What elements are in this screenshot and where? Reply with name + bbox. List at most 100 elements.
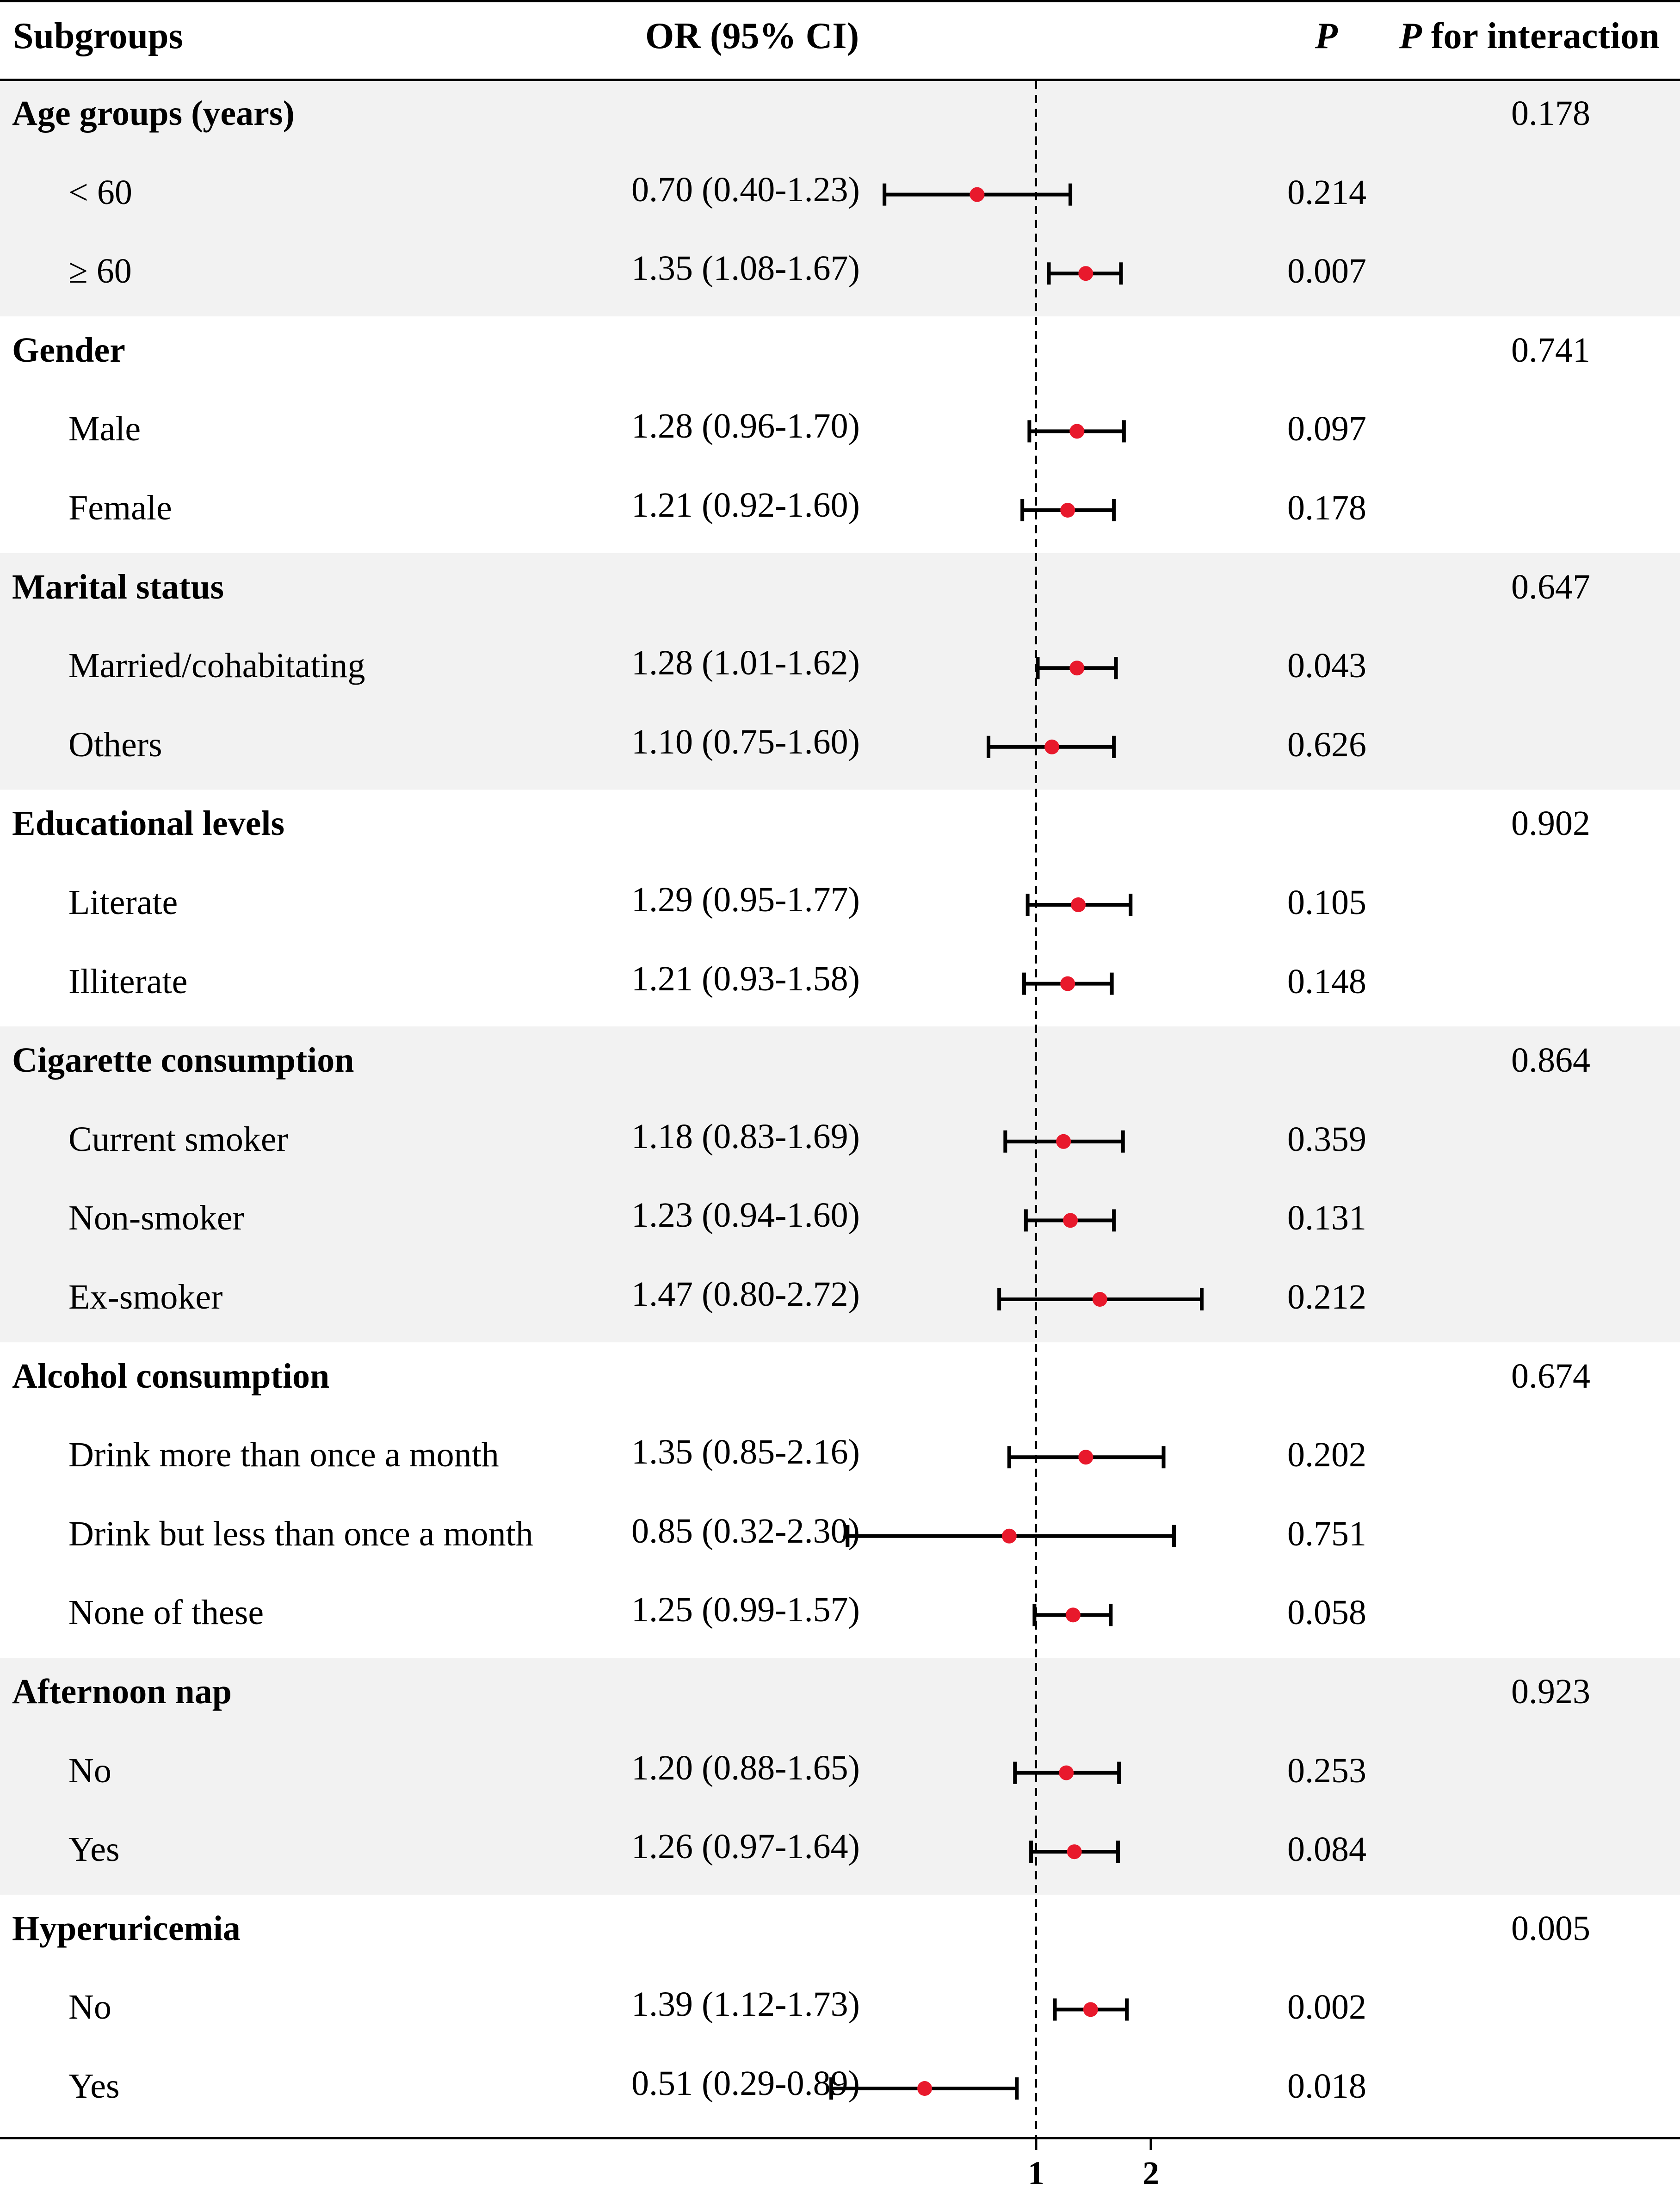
- or-ci-value: 1.35 (0.85-2.16): [631, 1433, 860, 1472]
- subgroup-label: Current smoker: [68, 1119, 288, 1159]
- header-p-interaction: P for interaction: [1399, 13, 1660, 59]
- or-point: [1067, 1844, 1082, 1860]
- p-value: 0.148: [1287, 962, 1366, 1001]
- subgroup-label: Yes: [68, 1830, 120, 1869]
- p-interaction-value: 0.674: [1511, 1356, 1590, 1396]
- subgroup-label: Ex-smoker: [68, 1278, 223, 1316]
- or-ci-value: 1.47 (0.80-2.72): [631, 1275, 860, 1314]
- p-interaction-value: 0.178: [1511, 94, 1590, 133]
- or-point: [1069, 661, 1085, 676]
- or-point: [1083, 2002, 1098, 2017]
- group-label: Alcohol consumption: [12, 1356, 330, 1396]
- subgroup-label: Literate: [68, 883, 178, 922]
- or-ci-value: 0.85 (0.32-2.30): [631, 1511, 860, 1551]
- group-label: Educational levels: [12, 804, 285, 843]
- or-point: [1092, 1292, 1107, 1307]
- or-point: [1044, 739, 1060, 754]
- p-interaction-value: 0.923: [1511, 1672, 1590, 1711]
- or-ci-value: 1.21 (0.92-1.60): [631, 486, 860, 525]
- subgroup-label: Female: [68, 488, 172, 527]
- header-p-interaction-text: for interaction: [1421, 16, 1660, 56]
- subgroup-label: No: [68, 1988, 111, 2027]
- p-value: 0.214: [1287, 173, 1366, 212]
- group-label: Afternoon nap: [12, 1672, 232, 1711]
- header-rule: [0, 79, 1680, 81]
- x-tick-label: 2: [1143, 2155, 1159, 2187]
- or-ci-value: 1.23 (0.94-1.60): [631, 1196, 860, 1235]
- p-value: 0.058: [1287, 1593, 1366, 1632]
- group-label: Hyperuricemia: [12, 1909, 241, 1948]
- x-tick-label: 1: [1028, 2155, 1044, 2187]
- header-subgroups: Subgroups: [13, 16, 183, 56]
- p-value: 0.212: [1287, 1278, 1366, 1316]
- p-value: 0.097: [1287, 409, 1366, 449]
- p-value: 0.043: [1287, 646, 1366, 686]
- or-point: [1078, 1450, 1093, 1465]
- or-ci-value: 0.51 (0.29-0.89): [631, 2064, 860, 2103]
- or-point: [1069, 424, 1085, 439]
- p-value: 0.018: [1287, 2067, 1366, 2106]
- group-label: Cigarette consumption: [12, 1041, 354, 1080]
- header-or-ci: OR (95% CI): [645, 16, 859, 56]
- p-value: 0.202: [1287, 1435, 1366, 1475]
- p-value: 0.359: [1287, 1119, 1366, 1159]
- subgroup-label: None of these: [68, 1593, 264, 1632]
- p-interaction-value: 0.647: [1511, 567, 1590, 606]
- p-value: 0.131: [1287, 1199, 1366, 1238]
- subgroup-label: Male: [68, 409, 141, 449]
- subgroup-label: Illiterate: [68, 962, 188, 1001]
- p-interaction-value: 0.902: [1511, 804, 1590, 843]
- subgroup-label: ≥ 60: [68, 252, 132, 291]
- p-value: 0.105: [1287, 883, 1366, 922]
- or-ci-value: 1.26 (0.97-1.64): [631, 1827, 860, 1866]
- or-point: [1060, 503, 1075, 518]
- or-point: [1001, 1528, 1017, 1544]
- bottom-rule: [0, 2137, 1680, 2139]
- p-value: 0.626: [1287, 725, 1366, 764]
- or-point: [1059, 1765, 1074, 1780]
- or-ci-value: 1.18 (0.83-1.69): [631, 1117, 860, 1156]
- subgroup-label: Married/cohabitating: [68, 646, 365, 686]
- group-label: Age groups (years): [12, 94, 295, 133]
- p-interaction-value: 0.864: [1511, 1041, 1590, 1080]
- p-interaction-value: 0.741: [1511, 330, 1590, 370]
- p-value: 0.007: [1287, 252, 1366, 291]
- or-point: [917, 2081, 933, 2096]
- or-ci-value: 1.10 (0.75-1.60): [631, 722, 860, 761]
- or-point: [970, 187, 985, 202]
- or-ci-value: 1.29 (0.95-1.77): [631, 880, 860, 919]
- shaded-band: [0, 553, 1680, 790]
- or-point: [1063, 1213, 1078, 1228]
- subgroup-label: Others: [68, 725, 162, 764]
- or-ci-value: 1.28 (1.01-1.62): [631, 643, 860, 683]
- group-label: Marital status: [12, 567, 224, 606]
- or-ci-value: 0.70 (0.40-1.23): [631, 170, 860, 209]
- subgroup-label: Drink more than once a month: [68, 1435, 499, 1475]
- p-value: 0.253: [1287, 1751, 1366, 1790]
- or-ci-value: 1.21 (0.93-1.58): [631, 959, 860, 998]
- p-value: 0.002: [1287, 1988, 1366, 2027]
- group-label: Gender: [12, 330, 125, 370]
- or-ci-value: 1.20 (0.88-1.65): [631, 1748, 860, 1787]
- subgroup-label: Drink but less than once a month: [68, 1514, 533, 1553]
- p-value: 0.084: [1287, 1830, 1366, 1869]
- or-point: [1056, 1134, 1071, 1149]
- or-point: [1060, 976, 1075, 991]
- p-value: 0.751: [1287, 1514, 1366, 1553]
- or-ci-value: 1.28 (0.96-1.70): [631, 407, 860, 446]
- or-ci-value: 1.35 (1.08-1.67): [631, 249, 860, 288]
- shaded-band: [0, 1658, 1680, 1895]
- or-point: [1071, 897, 1086, 912]
- top-rule: [0, 0, 1680, 2]
- or-ci-value: 1.25 (0.99-1.57): [631, 1590, 860, 1630]
- shaded-band: [0, 80, 1680, 316]
- subgroup-label: Non-smoker: [68, 1199, 244, 1238]
- subgroup-label: < 60: [68, 173, 132, 212]
- header-p-interaction-p: P: [1399, 16, 1422, 56]
- shaded-band: [0, 1026, 1680, 1342]
- subgroup-label: Yes: [68, 2067, 120, 2106]
- p-value: 0.178: [1287, 488, 1366, 527]
- or-point: [1078, 266, 1093, 281]
